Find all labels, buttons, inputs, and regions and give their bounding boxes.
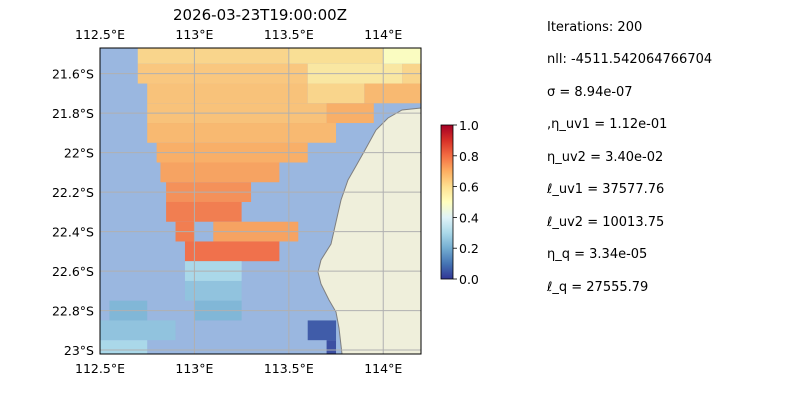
y-tick-labels: 21.6°S 21.8°S 22°S 22.2°S 22.4°S 22.6°S 22.8°S… — [52, 67, 94, 358]
colorbar-tick-label: 0.2 — [459, 241, 479, 256]
colorbar-gradient — [440, 124, 454, 280]
heatmap-cell — [364, 83, 421, 104]
stat-sigma: σ = 8.94e-07 — [547, 85, 633, 100]
map-panel — [100, 48, 421, 354]
heatmap-cell — [184, 241, 280, 262]
stat-eta-q: η_q = 3.34e-05 — [547, 247, 648, 262]
x-tick-labels-bottom: 112.5°E 113°E 113.5°E 114°E — [75, 361, 402, 376]
stat-ell-uv1: ℓ_uv1 = 37577.76 — [547, 182, 665, 197]
x-tick-label-bottom: 112.5°E — [75, 361, 125, 376]
x-tick-label-bottom: 114°E — [364, 361, 402, 376]
y-tick-label: 22°S — [64, 146, 94, 161]
colorbar-tick-label: 1.0 — [459, 118, 479, 133]
heatmap-cell — [383, 48, 421, 64]
stat-eta-uv1: ,η_uv1 = 1.12e-01 — [547, 117, 668, 132]
gridlines — [100, 48, 421, 354]
heatmap-cell — [160, 162, 280, 183]
heatmap-cell — [184, 280, 242, 301]
x-tick-label-top: 112.5°E — [75, 27, 125, 42]
heatmap-cell — [326, 340, 337, 354]
chart-title: 2026-03-23T19:00:00Z — [173, 6, 347, 24]
stat-nll: nll: -4511.542064766704 — [547, 52, 713, 67]
y-tick-label: 22.4°S — [52, 225, 94, 240]
x-tick-label-top: 113.5°E — [264, 27, 314, 42]
x-tick-labels-top: 112.5°E 113°E 113.5°E 114°E — [75, 27, 402, 42]
heatmap-cell — [166, 201, 242, 222]
colorbar-tick-label: 0.8 — [459, 149, 479, 164]
x-tick-label-bottom: 113.5°E — [264, 361, 314, 376]
heatmap-cell — [100, 320, 176, 341]
land-mass — [317, 107, 421, 354]
y-tick-label: 23°S — [64, 343, 94, 358]
x-tick-label-top: 113°E — [175, 27, 213, 42]
heatmap-cell — [307, 320, 337, 341]
colorbar-ticks: 0.0 0.2 0.4 0.6 0.8 1.0 — [453, 118, 479, 287]
heatmap-cell — [288, 48, 384, 64]
heatmap-cell — [147, 123, 337, 143]
colorbar-tick-label: 0.0 — [459, 272, 479, 287]
y-tick-label: 22.6°S — [52, 264, 94, 279]
x-tick-label-top: 114°E — [364, 27, 402, 42]
y-tick-label: 21.8°S — [52, 106, 94, 121]
stat-eta-uv2: η_uv2 = 3.40e-02 — [547, 150, 664, 165]
heatmap-cell — [137, 48, 289, 64]
colorbar-tick-label: 0.6 — [459, 180, 479, 195]
y-tick-label: 21.6°S — [52, 67, 94, 82]
heatmap-cell — [147, 83, 308, 104]
colorbar: 0.0 0.2 0.4 0.6 0.8 1.0 — [440, 118, 479, 287]
heatmap-cell — [307, 83, 365, 104]
map-frame — [99, 47, 422, 355]
stat-iterations: Iterations: 200 — [547, 20, 643, 35]
x-tick-label-bottom: 113°E — [175, 361, 213, 376]
stat-ell-q: ℓ_q = 27555.79 — [547, 280, 649, 295]
stat-ell-uv2: ℓ_uv2 = 10013.75 — [547, 215, 665, 230]
y-tick-label: 22.8°S — [52, 304, 94, 319]
colorbar-tick-label: 0.4 — [459, 210, 479, 225]
y-tick-label: 22.2°S — [52, 185, 94, 200]
